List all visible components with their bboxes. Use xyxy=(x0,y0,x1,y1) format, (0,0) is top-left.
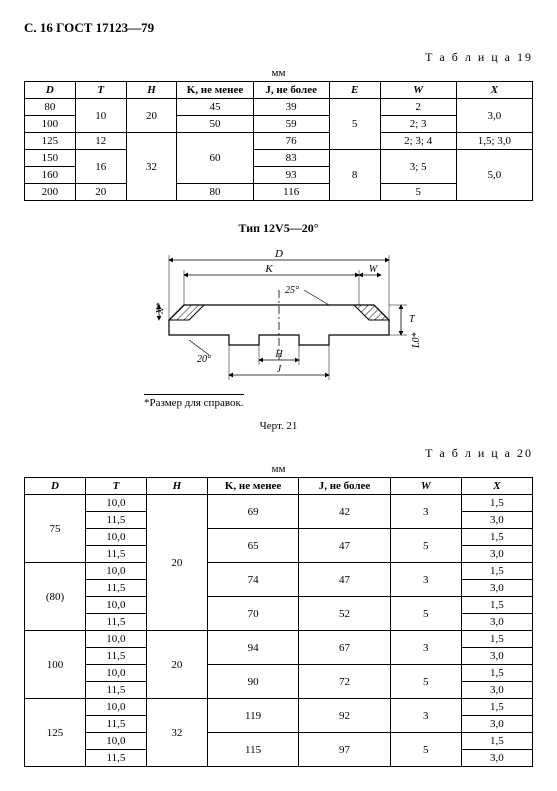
col-K: K, не менее xyxy=(177,82,253,99)
svg-text:20°: 20° xyxy=(197,354,211,365)
col-T: T xyxy=(113,480,120,492)
col-K: K, не менее xyxy=(207,478,298,495)
diagram-footnote: *Размер для справок. xyxy=(144,394,244,409)
svg-text:25°: 25° xyxy=(285,285,299,296)
col-D: D xyxy=(46,84,54,96)
svg-text:H: H xyxy=(274,349,283,360)
table19-header-row: D T H K, не менее J, не более E W X xyxy=(25,82,533,99)
table-row: 150 16 83 8 3; 5 5,0 xyxy=(25,150,533,167)
svg-text:W: W xyxy=(368,264,378,275)
col-J: J, не более xyxy=(299,478,390,495)
col-W: W xyxy=(413,84,423,96)
table20-unit: мм xyxy=(24,463,533,475)
page-header: С. 16 ГОСТ 17123—79 xyxy=(24,20,533,36)
col-J: J, не более xyxy=(253,82,329,99)
table19-label: Т а б л и ц а 19 xyxy=(24,50,533,65)
col-X: X xyxy=(493,480,500,492)
table-row: 125 12 32 60 76 2; 3; 4 1,5; 3,0 xyxy=(25,133,533,150)
svg-text:K: K xyxy=(264,263,273,275)
col-D: D xyxy=(51,480,59,492)
table20: D T H K, не менее J, не более W X 7510,0… xyxy=(24,477,533,767)
col-E: E xyxy=(351,84,358,96)
col-T: T xyxy=(97,84,104,96)
diagram-title: Тип 12V5—20° xyxy=(24,221,533,236)
table-row: 80 10 20 45 39 5 2 3,0 xyxy=(25,99,533,116)
svg-text:D: D xyxy=(274,248,283,260)
col-H: H xyxy=(173,480,182,492)
table20-label: Т а б л и ц а 20 xyxy=(24,446,533,461)
table19: D T H K, не менее J, не более E W X 80 1… xyxy=(24,81,533,201)
col-W: W xyxy=(421,480,431,492)
col-H: H xyxy=(147,84,156,96)
svg-text:X*: X* xyxy=(155,303,166,315)
diagram-svg: D K W 25° 20° X* T L0* H J xyxy=(129,240,429,390)
diagram-block: Тип 12V5—20° D K W 25° 20 xyxy=(24,221,533,410)
svg-text:J: J xyxy=(276,364,281,375)
col-X: X xyxy=(491,84,498,96)
svg-text:T: T xyxy=(409,314,416,325)
figure-caption: Черт. 21 xyxy=(24,420,533,432)
table20-header-row: D T H K, не менее J, не более W X xyxy=(25,478,533,495)
table19-unit: мм xyxy=(24,67,533,79)
svg-text:L0*: L0* xyxy=(411,332,422,349)
